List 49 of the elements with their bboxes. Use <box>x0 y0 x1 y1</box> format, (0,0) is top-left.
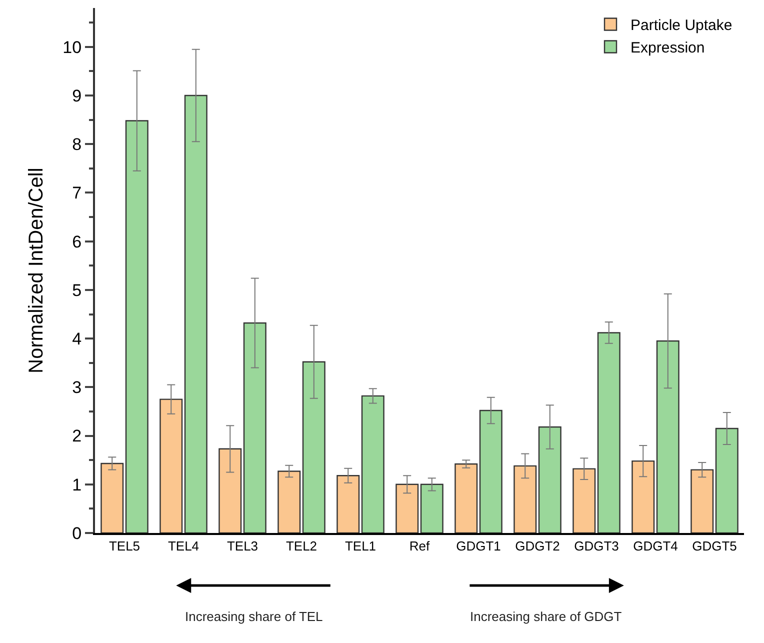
bar <box>160 398 183 533</box>
bar <box>361 395 384 533</box>
y-tick-label: 7 <box>72 184 82 203</box>
y-tick-label: 2 <box>72 426 82 446</box>
x-tick-label: TEL2 <box>286 538 318 554</box>
bar <box>715 428 738 533</box>
bar <box>100 462 124 533</box>
x-tick-label: TEL1 <box>344 538 376 554</box>
bar <box>538 426 562 533</box>
y-tick-label: 3 <box>72 378 82 398</box>
text: Increasing share of GDGT <box>470 609 622 624</box>
bar <box>125 120 148 533</box>
x-tick-label: GDGT3 <box>574 538 619 554</box>
bar <box>420 484 444 533</box>
y-tick-label: 8 <box>72 135 82 154</box>
x-tick-label: GDGT2 <box>515 538 560 554</box>
legend-label: Expression <box>630 40 705 57</box>
bar <box>396 484 419 533</box>
bar <box>278 470 301 533</box>
bar <box>479 410 502 533</box>
y-tick-label: 5 <box>72 280 82 300</box>
x-tick-label: GDGT4 <box>633 538 678 554</box>
bar <box>184 94 208 533</box>
bar <box>632 460 655 533</box>
bar <box>597 332 620 533</box>
x-tick-label: Ref <box>409 538 430 554</box>
bar <box>454 463 478 533</box>
bar <box>243 322 266 533</box>
x-tick-label: GDGT1 <box>456 538 501 554</box>
y-axis-title: Normalized IntDen/Cell <box>26 168 48 374</box>
bar <box>218 448 242 533</box>
bar <box>514 465 537 533</box>
bar <box>656 340 680 533</box>
x-tick-label: TEL4 <box>168 538 200 554</box>
x-tick-label: TEL3 <box>226 538 258 554</box>
bar <box>302 361 326 533</box>
y-tick-label: 4 <box>72 330 82 349</box>
text: Increasing share of TEL <box>185 609 323 624</box>
x-tick-label: TEL5 <box>108 538 140 554</box>
y-tick-label: 6 <box>72 232 82 252</box>
y-tick-label: 0 <box>72 524 82 543</box>
y-tick-label: 9 <box>72 86 82 106</box>
x-tick-label: GDGT5 <box>692 538 737 554</box>
bar <box>690 469 714 533</box>
legend-label: Particle Uptake <box>630 17 732 34</box>
y-tick-label: 1 <box>72 475 82 494</box>
bar <box>336 475 360 533</box>
y-tick-label: 10 <box>62 38 82 57</box>
bar <box>572 468 596 533</box>
